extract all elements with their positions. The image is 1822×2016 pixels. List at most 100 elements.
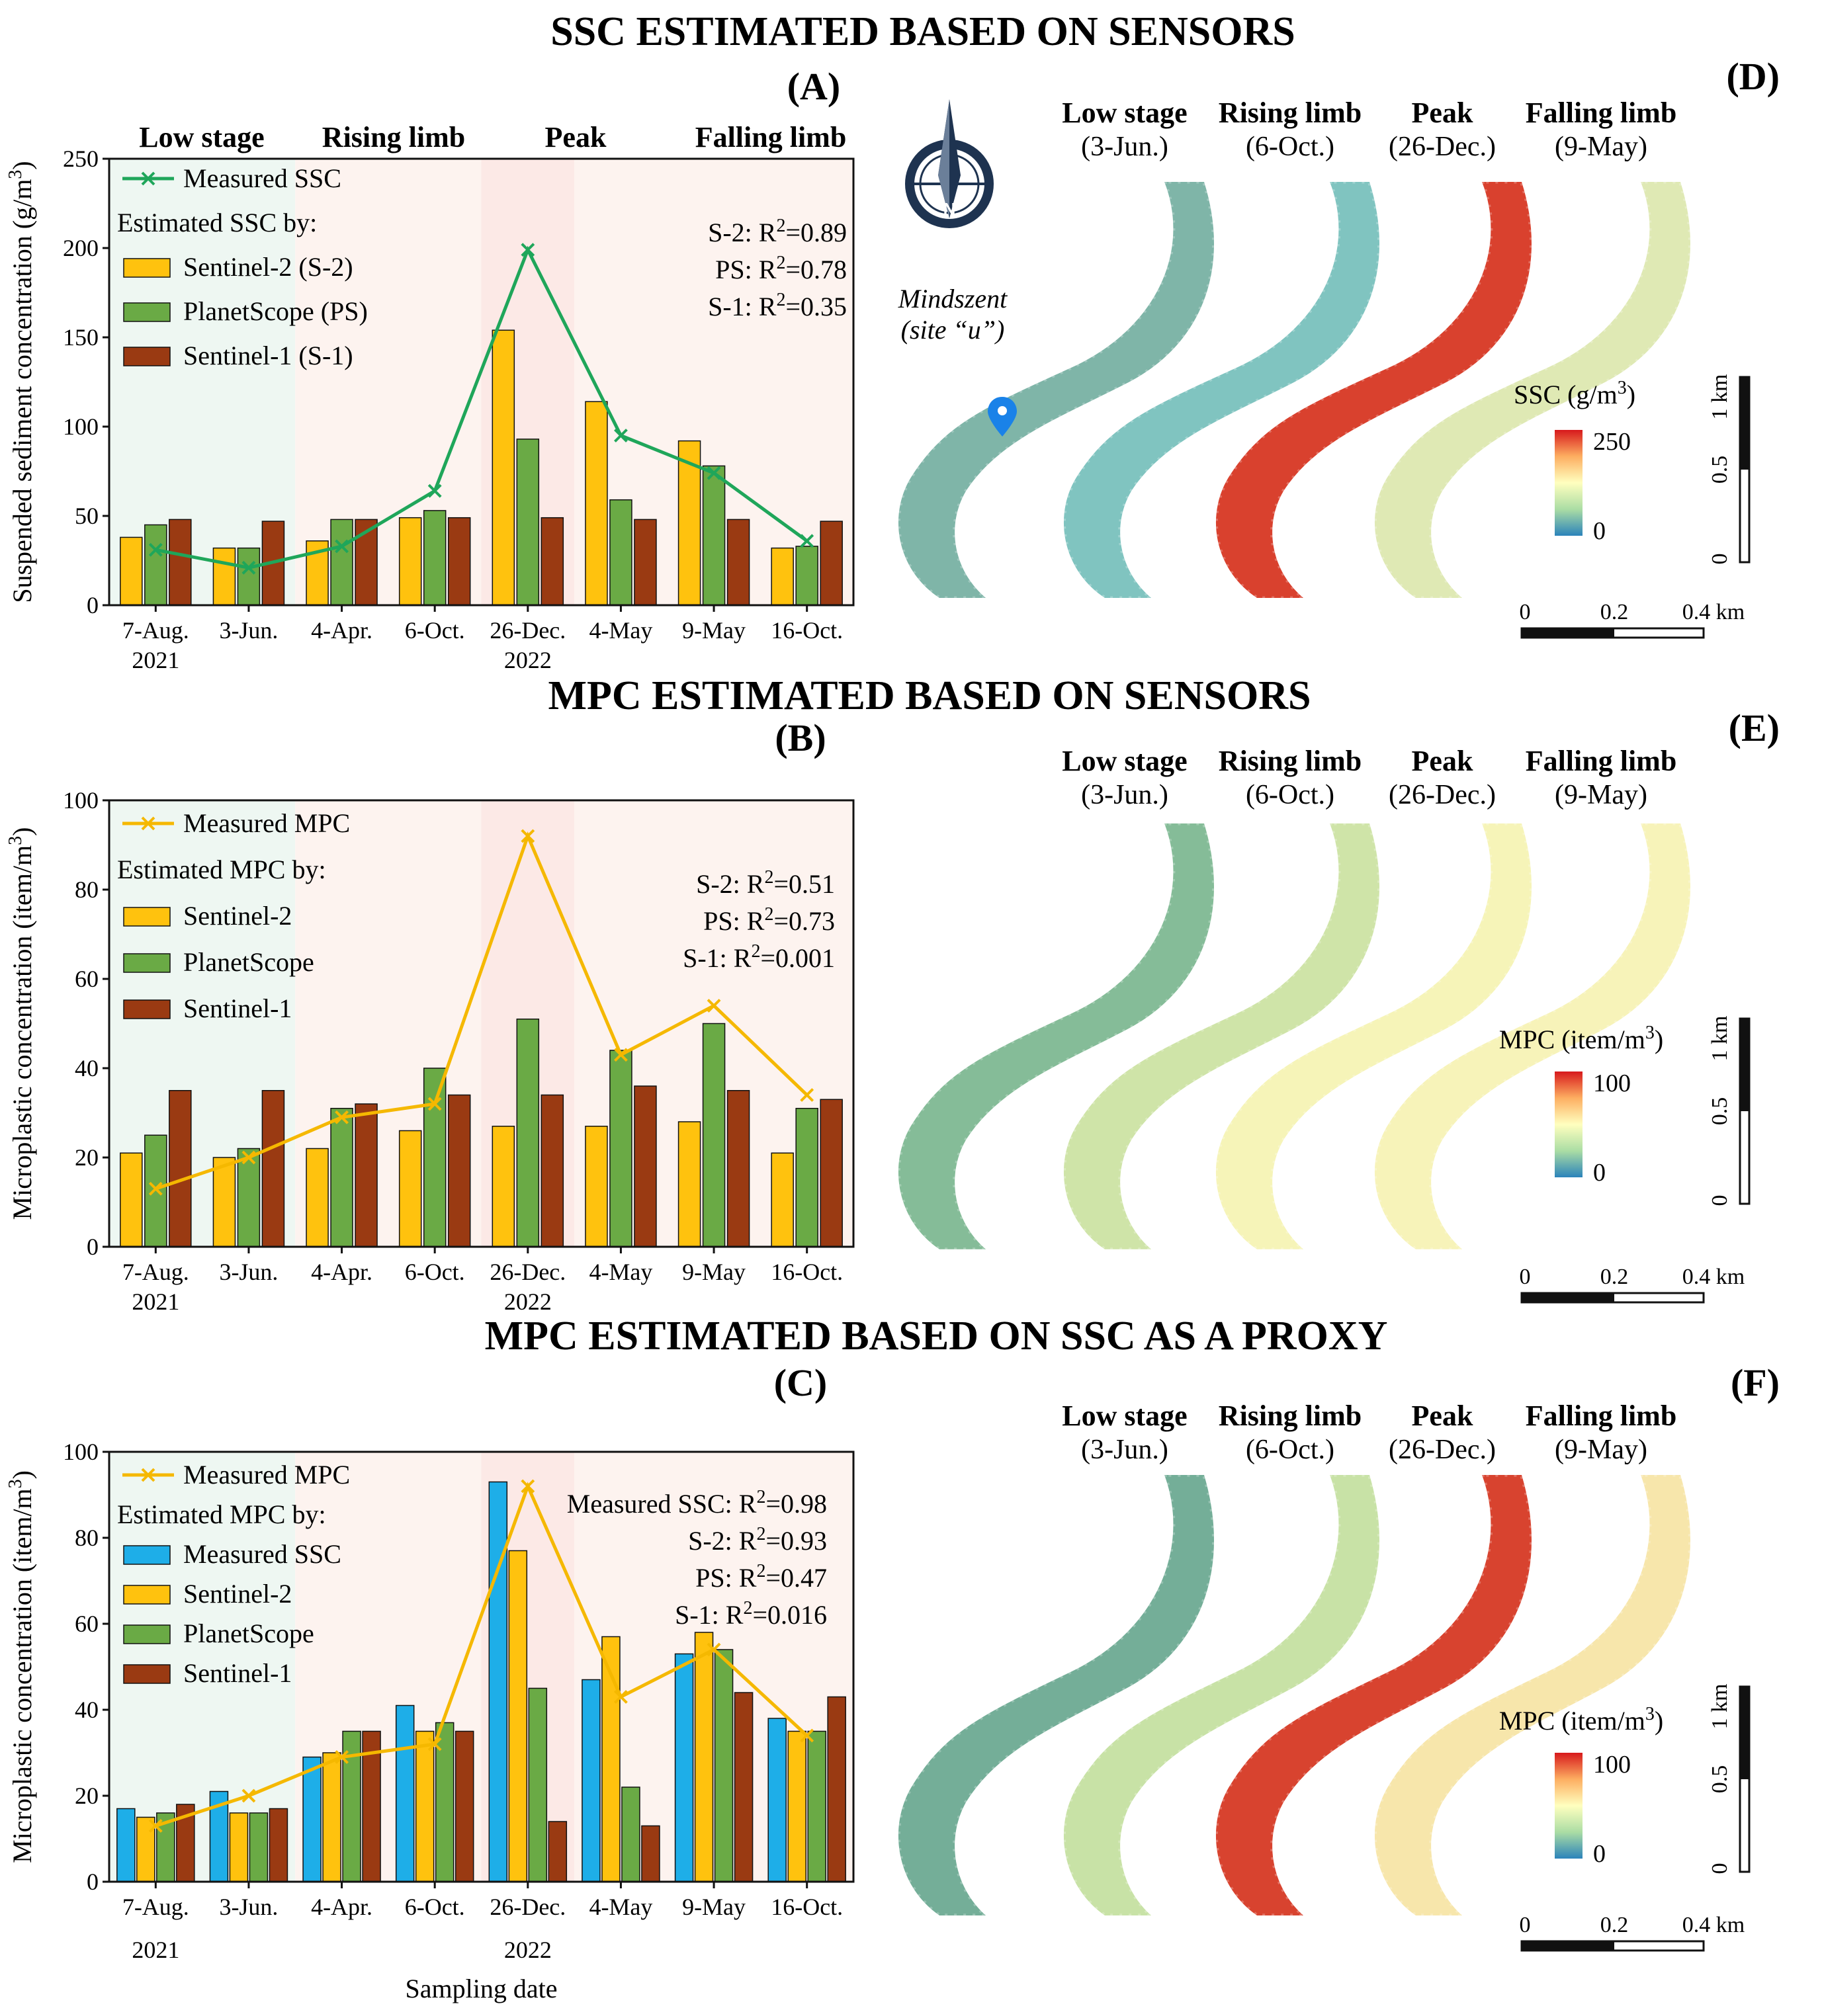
map-stage-label-f-1: Rising limb [1219, 1400, 1362, 1432]
y-tick-b-3: 60 [75, 966, 99, 992]
measured-point-c-7 [800, 1728, 814, 1743]
legend-measured-label-c: Measured MPC [183, 1460, 350, 1490]
bar-c-s2-1 [249, 1812, 269, 1882]
scale-v-zero-d: 0 [1708, 554, 1732, 565]
colorbar-min-d: 0 [1593, 517, 1606, 545]
bar-c-s2-7 [807, 1730, 826, 1882]
bar-a-s0-7 [771, 547, 794, 606]
map-stage-label-f-0: Low stage [1062, 1400, 1187, 1432]
colorbar-f [1555, 1753, 1583, 1859]
bar-b-s2-5 [634, 1085, 657, 1247]
map-stage-label-e-3: Falling limb [1526, 745, 1677, 777]
panel-label-a: (A) [787, 65, 841, 108]
r2-label-c-3: S-1: R2=0.016 [675, 1598, 827, 1630]
bar-c-s0-2 [302, 1756, 322, 1882]
site-location-pin-icon [988, 397, 1017, 437]
bar-b-s0-2 [306, 1148, 329, 1247]
bar-b-s2-1 [261, 1090, 285, 1247]
colorbar-title-e: MPC (item/m3) [1499, 1023, 1663, 1055]
colorbar-min-e: 0 [1593, 1159, 1606, 1187]
r2-label-c-1: S-2: R2=0.93 [688, 1524, 827, 1556]
measured-point-b-3 [427, 1097, 442, 1111]
y-tick-c-3: 60 [75, 1611, 99, 1637]
measured-point-a-3 [427, 483, 442, 498]
year-2022-a: 2022 [504, 647, 552, 673]
colorbar-d [1555, 430, 1583, 536]
legend-label-b-0: Sentinel-2 [183, 901, 292, 931]
x-tick-c-3: 6-Oct. [405, 1894, 465, 1920]
legend-swatch-c-2 [123, 1624, 171, 1644]
x-tick-a-4: 26-Dec. [490, 617, 566, 644]
map-stage-label-d-0: Low stage [1062, 97, 1187, 129]
legend-label-c-1: Sentinel-2 [183, 1579, 292, 1609]
panel-label-b: (B) [775, 716, 826, 759]
map-stage-label-d-3: Falling limb [1526, 97, 1677, 129]
map-stage-date-e-2: (26-Dec.) [1389, 780, 1496, 810]
bar-a-s2-3 [447, 517, 471, 606]
x-tick-c-1: 3-Jun. [219, 1894, 278, 1920]
stage-label-3: Falling limb [695, 121, 847, 153]
bar-a-s1-5 [609, 499, 632, 606]
bar-a-s2-4 [541, 517, 564, 606]
plot-frame-b [108, 799, 855, 1248]
bar-c-s3-7 [827, 1696, 846, 1882]
bar-c-s1-1 [229, 1812, 249, 1882]
map-stage-date-e-1: (6-Oct.) [1246, 780, 1334, 810]
measured-point-b-0 [148, 1181, 163, 1196]
bar-b-s2-3 [447, 1094, 471, 1247]
stage-label-2: Peak [545, 121, 607, 153]
y-tick-b-5: 100 [63, 787, 99, 814]
site-label-code: (site “u”) [901, 315, 1005, 345]
map-stage-date-f-0: (3-Jun.) [1081, 1435, 1168, 1465]
bar-a-s2-7 [820, 521, 843, 606]
legend-label-a-1: PlanetScope (PS) [183, 296, 368, 326]
bar-a-s2-0 [169, 519, 192, 606]
map-stage-label-e-2: Peak [1412, 745, 1473, 777]
map-panel-e: Low stage(3-Jun.) Rising limb(6-Oct.) Peak… [896, 745, 1751, 1304]
river-map-f-2 [1213, 1473, 1534, 1917]
legend-swatch-b-0 [123, 907, 171, 927]
legend-title-b: Estimated MPC by: [117, 855, 326, 884]
legend-label-b-2: Sentinel-1 [183, 993, 292, 1023]
measured-point-a-0 [148, 542, 163, 557]
bar-c-s0-6 [674, 1653, 694, 1882]
measured-point-c-6 [707, 1642, 721, 1657]
year-2021-b: 2021 [132, 1288, 179, 1315]
r2-label-b-0: S-2: R2=0.51 [696, 867, 835, 900]
measured-point-a-5 [614, 429, 628, 442]
measured-point-b-5 [614, 1048, 628, 1062]
legend-swatch-b-1 [123, 953, 171, 973]
bar-b-s2-6 [726, 1090, 750, 1247]
bar-a-s1-6 [702, 465, 726, 606]
bar-b-s1-6 [702, 1023, 726, 1247]
legend-measured-b [122, 816, 174, 831]
bar-c-s0-4 [488, 1481, 508, 1882]
stage-bg-c-3 [574, 1452, 853, 1882]
measured-point-a-7 [800, 534, 814, 548]
legend-label-a-0: Sentinel-2 (S-2) [183, 252, 353, 282]
bar-a-s0-0 [120, 536, 143, 606]
bar-b-s1-2 [330, 1108, 353, 1247]
x-tick-a-0: 7-Aug. [122, 617, 189, 644]
scale-v-top-d: 1 km [1708, 374, 1732, 420]
river-map-f-1 [1061, 1473, 1381, 1917]
x-tick-c-5: 4-May [589, 1894, 652, 1920]
chart-b-mpc: 0 20 40 60 80 100 7-Aug. 3-Jun. 4-Apr. 6-Oct. 26-D… [5, 787, 855, 1315]
river-map-e-1 [1061, 821, 1381, 1251]
scale-h-mid-f: 0.2 [1600, 1913, 1629, 1937]
y-tick-c-5: 100 [63, 1439, 99, 1465]
measured-point-a-1 [241, 560, 256, 575]
north-letter: N [943, 199, 956, 219]
river-map-d-2 [1213, 180, 1534, 600]
map-stage-date-e-3: (9-May) [1555, 780, 1647, 810]
bar-b-s0-7 [771, 1152, 794, 1247]
x-tick-b-6: 9-May [682, 1259, 746, 1285]
map-stage-date-d-1: (6-Oct.) [1246, 132, 1334, 162]
plot-frame-c [108, 1450, 855, 1883]
bar-c-s1-6 [694, 1632, 714, 1882]
y-tick-c-1: 20 [75, 1783, 99, 1809]
bar-a-s1-4 [516, 439, 540, 606]
stage-label-1: Rising limb [322, 121, 465, 153]
river-map-d-0 [896, 180, 1216, 600]
